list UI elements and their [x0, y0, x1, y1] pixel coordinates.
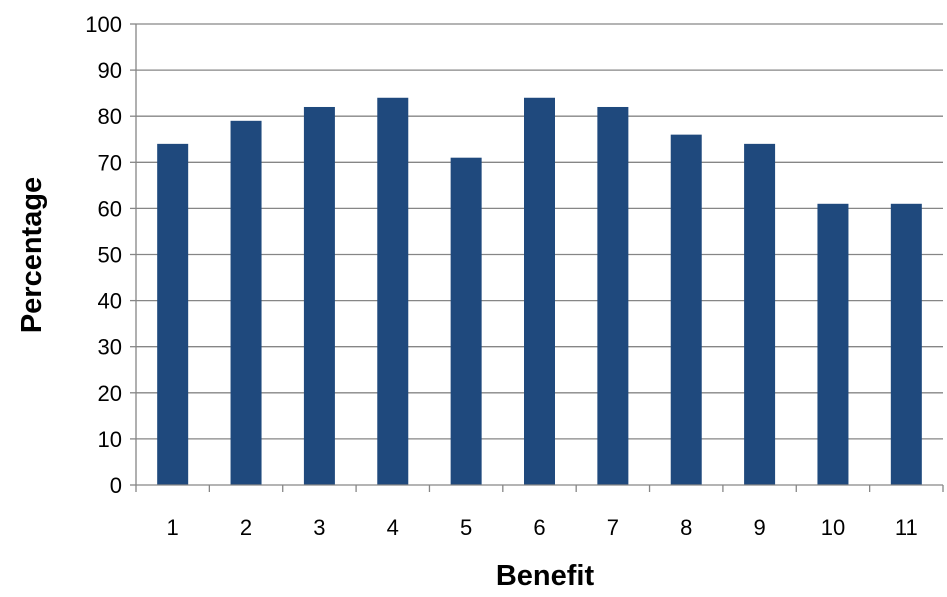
x-tick-label: 10: [821, 515, 845, 540]
x-tick-label: 9: [753, 515, 765, 540]
bars: [157, 97, 922, 486]
x-tick-label: 1: [167, 515, 179, 540]
y-tick-label: 60: [98, 196, 122, 221]
y-tick-label: 100: [85, 12, 122, 37]
x-tick-label: 7: [607, 515, 619, 540]
x-tick-label: 6: [533, 515, 545, 540]
bar-5: [450, 157, 482, 485]
bar-1: [157, 143, 189, 486]
bar-7: [597, 106, 629, 485]
x-tick-label: 8: [680, 515, 692, 540]
bar-2: [230, 120, 262, 485]
bar-11: [890, 203, 922, 486]
bar-8: [670, 134, 702, 485]
y-tick-label: 20: [98, 381, 122, 406]
axes: [130, 23, 944, 492]
x-tick-label: 11: [895, 515, 918, 540]
bar-6: [524, 97, 555, 485]
x-tick-label: 4: [387, 515, 399, 540]
y-tick-label: 70: [98, 150, 122, 175]
x-tick-label: 5: [460, 515, 472, 540]
y-tick-label: 50: [98, 243, 122, 268]
x-tick-label: 3: [313, 515, 325, 540]
bar-4: [377, 97, 409, 485]
x-tick-label: 2: [240, 515, 252, 540]
y-axis-title: Percentage: [16, 177, 48, 333]
x-tick-labels: 1 2 3 4 5 6 7 8 9 10 11: [167, 515, 918, 540]
y-tick-label: 90: [98, 58, 122, 83]
y-tick-label: 30: [98, 335, 122, 360]
y-tick-label: 10: [98, 427, 122, 452]
bar-10: [817, 203, 849, 486]
bar-3: [303, 106, 335, 485]
y-tick-label: 80: [98, 104, 122, 129]
y-tick-labels: 0 10 20 30 40 50 60 70 80 90 100: [85, 12, 122, 498]
bar-9: [744, 143, 776, 486]
x-axis-title: Benefit: [496, 560, 595, 592]
y-tick-label: 0: [110, 473, 122, 498]
y-tick-label: 40: [98, 289, 122, 314]
